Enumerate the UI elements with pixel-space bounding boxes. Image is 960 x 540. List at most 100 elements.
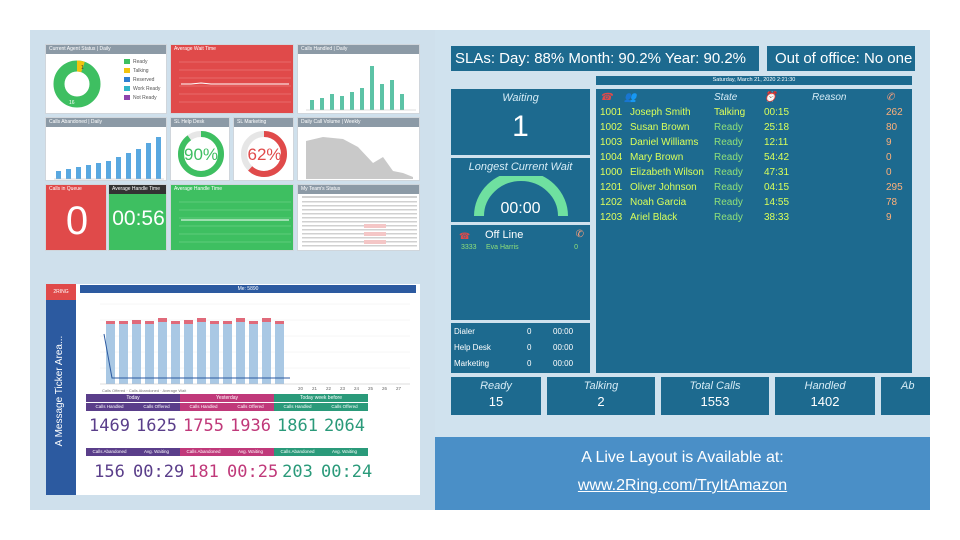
group-header: Yesterday bbox=[180, 394, 274, 402]
avg-wait-chart bbox=[179, 61, 291, 103]
kpi-header: Avg. Waiting bbox=[133, 448, 180, 456]
kpi-header: Avg. Waiting bbox=[227, 448, 274, 456]
kpi-value: 00:25 bbox=[227, 462, 279, 482]
kpi-header: Calls Handled bbox=[274, 403, 321, 411]
agent-id: 1002 bbox=[600, 122, 623, 133]
kpi-value: 156 bbox=[94, 462, 125, 482]
sl-help-desk-gauge bbox=[178, 131, 224, 177]
kpi-group-headers: Today Yesterday Today week before bbox=[86, 394, 368, 402]
agent-row: 1004 Mary Brown Ready 54:42 0 bbox=[596, 150, 912, 165]
kpi-values-top: 1469 1625 1755 1936 1861 2064 bbox=[86, 416, 368, 436]
phone-icon: ☎ bbox=[600, 91, 613, 103]
panel-title: Average Wait Time bbox=[171, 45, 293, 54]
agent-row: 1201 Oliver Johnson Ready 04:15 295 bbox=[596, 180, 912, 195]
agent-status-donut: 1 16 bbox=[53, 60, 101, 108]
agent-state: Ready bbox=[714, 197, 743, 208]
agent-id: 1000 bbox=[600, 167, 623, 178]
agent-time: 47:31 bbox=[764, 167, 790, 178]
abandoned-tile: Ab bbox=[881, 377, 930, 415]
longest-wait-value: 00:00 bbox=[500, 200, 541, 217]
legend-avg: Average Wait bbox=[162, 388, 187, 393]
agent-row: 1202 Noah Garcia Ready 14:55 78 bbox=[596, 195, 912, 210]
agent-name: Daniel Williams bbox=[630, 137, 699, 148]
agent-state: Ready bbox=[714, 122, 743, 133]
offline-phone-icon: ☎ bbox=[459, 231, 471, 241]
avg-handle-value: 00:56 bbox=[112, 207, 165, 230]
agent-state-table: ☎ 👥 State ⏰ Reason ✆ 1001 Joseph Smith Tal… bbox=[596, 89, 912, 373]
calls-in-queue-value: 0 bbox=[65, 199, 89, 243]
tile-label: Total Calls bbox=[689, 380, 741, 392]
kpi-value: 1861 bbox=[277, 416, 318, 436]
team-status-table bbox=[302, 196, 417, 247]
agent-calls: 0 bbox=[886, 152, 892, 163]
ready-tile: Ready 15 bbox=[451, 377, 541, 415]
waiting-label: Waiting bbox=[502, 92, 539, 104]
kpi-header: Calls Handled bbox=[180, 403, 227, 411]
talking-tile: Talking 2 bbox=[547, 377, 655, 415]
svg-text:22: 22 bbox=[326, 386, 332, 390]
calls-handled-panel: Calls Handled | Daily bbox=[297, 44, 420, 114]
agent-id: 1203 bbox=[600, 212, 623, 223]
kpi-header: Calls Offered bbox=[133, 403, 180, 411]
agent-state: Ready bbox=[714, 182, 743, 193]
date-time: Saturday, March 21, 2020 2:21:30 bbox=[596, 76, 912, 85]
tile-value: 1402 bbox=[810, 394, 840, 409]
daily-volume-panel: Daily Call Volume | Weekly bbox=[297, 117, 420, 181]
kpi-header: Calls Offered bbox=[321, 403, 368, 411]
kpi-headers-top: Calls Handled Calls Offered Calls Handle… bbox=[86, 403, 368, 411]
panel-title: Current Agent Status | Daily bbox=[46, 45, 166, 54]
agent-row: 1002 Susan Brown Ready 25:18 80 bbox=[596, 120, 912, 135]
panel-title: My Team's Status bbox=[298, 185, 419, 194]
calls-icon: ✆ bbox=[886, 91, 895, 103]
legend-item: Reserved bbox=[124, 75, 160, 84]
trial-link[interactable]: www.2Ring.com/TryItAmazon bbox=[577, 477, 788, 494]
longest-wait-gauge bbox=[474, 176, 568, 217]
offline-agent-name: Eva Harris bbox=[486, 244, 519, 251]
agent-name: Mary Brown bbox=[630, 152, 684, 163]
donut-top-value: 1 bbox=[81, 65, 84, 71]
waiting-value: 1 bbox=[512, 110, 529, 143]
agent-calls: 78 bbox=[886, 197, 898, 208]
queue-row: Help Desk 0 00:00 bbox=[454, 342, 574, 352]
calls-abandoned-chart bbox=[54, 137, 164, 180]
legend-item: Ready bbox=[124, 57, 160, 66]
offline-label: Off Line bbox=[485, 229, 524, 241]
kpi-value: 1625 bbox=[136, 416, 177, 436]
agent-time: 14:55 bbox=[764, 197, 790, 208]
svg-text:20: 20 bbox=[298, 386, 304, 390]
clock-icon: ⏰ bbox=[764, 91, 777, 103]
kpi-header: Calls Handled bbox=[86, 403, 133, 411]
sl-marketing-gauge bbox=[241, 131, 287, 177]
offline-calls: 0 bbox=[574, 244, 578, 251]
agent-calls: 262 bbox=[886, 107, 903, 118]
offline-call-icon: ✆ bbox=[575, 229, 584, 240]
agent-calls: 295 bbox=[886, 182, 903, 193]
waiting-tile: Waiting 1 bbox=[451, 89, 590, 155]
avg-handle-chart-panel: Average Handle Time bbox=[170, 184, 294, 251]
calls-in-queue-panel: Calls in Queue 0 bbox=[45, 184, 107, 251]
tile-label: Talking bbox=[583, 380, 619, 392]
queue-list: Dialer 0 00:00 Help Desk 0 00:00 Marketing 0 0… bbox=[451, 323, 590, 373]
panel-title: Average Handle Time bbox=[109, 185, 166, 194]
agent-row: 1000 Elizabeth Wilson Ready 47:31 0 bbox=[596, 165, 912, 180]
kpi-header: Calls Offered bbox=[227, 403, 274, 411]
out-of-office-banner: Out of office: No one bbox=[767, 46, 915, 71]
panel-title: SL Help Desk bbox=[171, 118, 229, 127]
offline-tile: ☎ Off Line ✆ 3333 Eva Harris 0 bbox=[451, 225, 590, 320]
ticker-label: A Message Ticker Area... bbox=[54, 335, 65, 447]
agent-name: Susan Brown bbox=[630, 122, 690, 133]
agent-name: Elizabeth Wilson bbox=[630, 167, 704, 178]
agent-dashboard-preview: Current Agent Status | Daily 1 16 Ready … bbox=[30, 30, 435, 270]
kpi-value: 1469 bbox=[89, 416, 130, 436]
offline-ext: 3333 bbox=[461, 244, 477, 251]
sl-marketing-panel: SL Marketing 62% bbox=[233, 117, 294, 181]
agent-rows: 1001 Joseph Smith Talking 00:15 262 1002 Susan… bbox=[596, 105, 912, 225]
kpi-value: 1936 bbox=[230, 416, 271, 436]
sl-marketing-value: 62% bbox=[247, 145, 282, 164]
svg-text:21: 21 bbox=[312, 386, 318, 390]
sla-banner: SLAs: Day: 88% Month: 90.2% Year: 90.2% bbox=[451, 46, 759, 71]
kpi-header: Avg. Waiting bbox=[321, 448, 368, 456]
kpi-value: 203 bbox=[282, 462, 313, 482]
donut-bottom-value: 16 bbox=[69, 100, 75, 106]
tile-value: 15 bbox=[488, 394, 504, 409]
